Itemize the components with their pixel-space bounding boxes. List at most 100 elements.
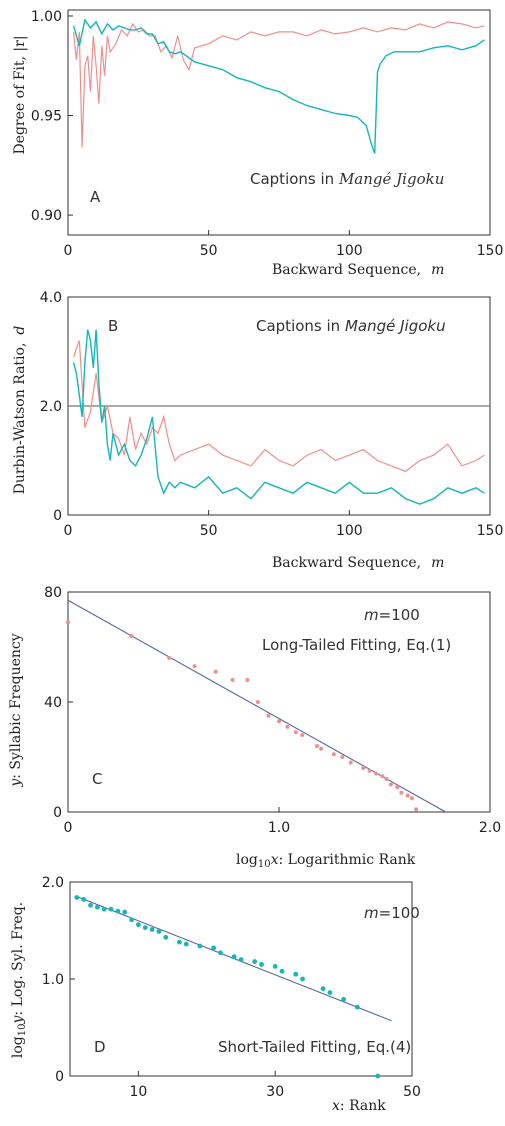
data-point [405, 793, 410, 798]
annotation-b: Captions in Mangé Jigoku [256, 317, 446, 335]
x-tick-label: 1.0 [268, 820, 290, 836]
plot-area-d: 10 30 50 0 1.0 2.0 [42, 875, 421, 1100]
x-tick-label: 0 [64, 243, 73, 259]
data-point [367, 768, 372, 773]
panel-label-c: C [92, 770, 102, 788]
y-tick-label: 0 [53, 805, 62, 821]
data-point [167, 656, 172, 660]
data-point [192, 664, 197, 669]
data-point [279, 968, 285, 974]
series-line-cyan [72, 18, 485, 154]
data-point [149, 927, 155, 932]
data-point [320, 986, 326, 992]
data-point [414, 807, 419, 812]
data-point [374, 771, 379, 776]
fit-line [67, 599, 446, 813]
data-point [266, 713, 271, 718]
data-point [211, 945, 217, 951]
series-line-cyan [72, 329, 485, 505]
data-point [122, 909, 128, 915]
data-point [252, 959, 258, 964]
data-point [361, 766, 366, 770]
data-point [340, 755, 345, 759]
data-point [163, 934, 169, 940]
data-point [319, 746, 324, 751]
data-point [136, 922, 141, 928]
data-point [354, 1004, 360, 1010]
data-point [409, 796, 414, 801]
data-point [285, 724, 290, 729]
data-point [300, 733, 305, 737]
data-point [399, 790, 404, 795]
data-point [277, 719, 281, 724]
data-point [115, 908, 121, 914]
y-tick-label: 1.00 [31, 9, 62, 25]
plot-frame [67, 9, 491, 236]
data-point [101, 906, 107, 912]
data-point [231, 954, 237, 960]
data-point [331, 752, 336, 757]
data-point [142, 925, 148, 930]
x-tick-label: 0 [64, 820, 73, 836]
data-point [94, 904, 100, 910]
data-point [327, 990, 333, 995]
y-tick-label: 0 [55, 1069, 64, 1085]
x-tick-label: 150 [477, 523, 504, 539]
data-point [388, 782, 393, 787]
panel-label-a: A [90, 188, 101, 206]
data-point [156, 929, 162, 934]
ylabel-b: Durbin-Watson Ratio,d [12, 326, 28, 495]
data-point [293, 971, 299, 977]
x-tick-label: 100 [336, 243, 363, 259]
data-point [384, 777, 389, 781]
data-point [272, 963, 278, 969]
y-tick-label: 1.0 [42, 972, 64, 988]
ylabel-d: log10y: Log. Syl. Freq. [10, 902, 28, 1058]
data-point [74, 895, 80, 900]
x-tick-label: 150 [477, 243, 504, 259]
data-point [293, 730, 298, 735]
y-tick-label: 80 [44, 585, 62, 601]
data-point [108, 906, 114, 912]
series-line-pink [73, 340, 485, 473]
panel-label-b: B [108, 317, 118, 335]
data-point [300, 976, 305, 982]
ylabel-a: Degree of Fit, |r| [12, 35, 28, 154]
plot-frame [67, 591, 491, 813]
panel-label-d: D [94, 1038, 106, 1056]
x-tick-label: 50 [403, 1084, 421, 1100]
annotation-d: Short-Tailed Fitting, Eq.(4) [218, 1038, 411, 1056]
y-tick-label: 0.95 [31, 109, 62, 125]
data-point [375, 1073, 381, 1079]
x-tick-label: 30 [266, 1084, 284, 1100]
data-point [213, 669, 218, 674]
x-tick-label: 0 [64, 523, 73, 539]
data-point [255, 700, 260, 704]
data-point [197, 943, 203, 949]
xlabel-c: log10x: Logarithmic Rank [236, 852, 416, 870]
x-tick-label: 50 [200, 523, 218, 539]
xlabel-a: Backward Sequence, m [272, 262, 444, 278]
plot-area-a: 0 50 100 150 0.90 0.95 1.00 [31, 9, 504, 259]
xlabel-b: Backward Sequence, m [272, 555, 444, 571]
data-point [341, 996, 346, 1002]
y-tick-label: 40 [44, 695, 62, 711]
data-point [218, 950, 223, 956]
data-point [129, 917, 134, 923]
series-line-pink [73, 21, 485, 148]
xlabel-d: x: Rank [332, 1098, 386, 1114]
x-tick-label: 100 [336, 523, 363, 539]
chart-c: y: Syllabic Frequency 0 1.0 2.0 0 40 80 C m=1… [8, 585, 501, 870]
data-point [81, 897, 87, 902]
annotation-c: Long-Tailed Fitting, Eq.(1) [262, 636, 451, 654]
data-point [245, 678, 250, 682]
y-tick-label: 2.0 [40, 399, 62, 415]
y-tick-label: 0.90 [31, 208, 62, 224]
x-tick-label: 2.0 [479, 820, 501, 836]
chart-a: Degree of Fit, |r| 0 50 100 150 0.90 0.95 1.00… [12, 9, 504, 278]
annotation-m-c: m=100 [364, 606, 420, 624]
annotation-a: Captions in Mangé Jigoku [250, 170, 444, 188]
plot-area-c: 0 1.0 2.0 0 40 80 [44, 585, 501, 836]
data-point [183, 941, 189, 947]
plot-area-b: 0 50 100 150 0 2.0 4.0 [40, 290, 504, 539]
